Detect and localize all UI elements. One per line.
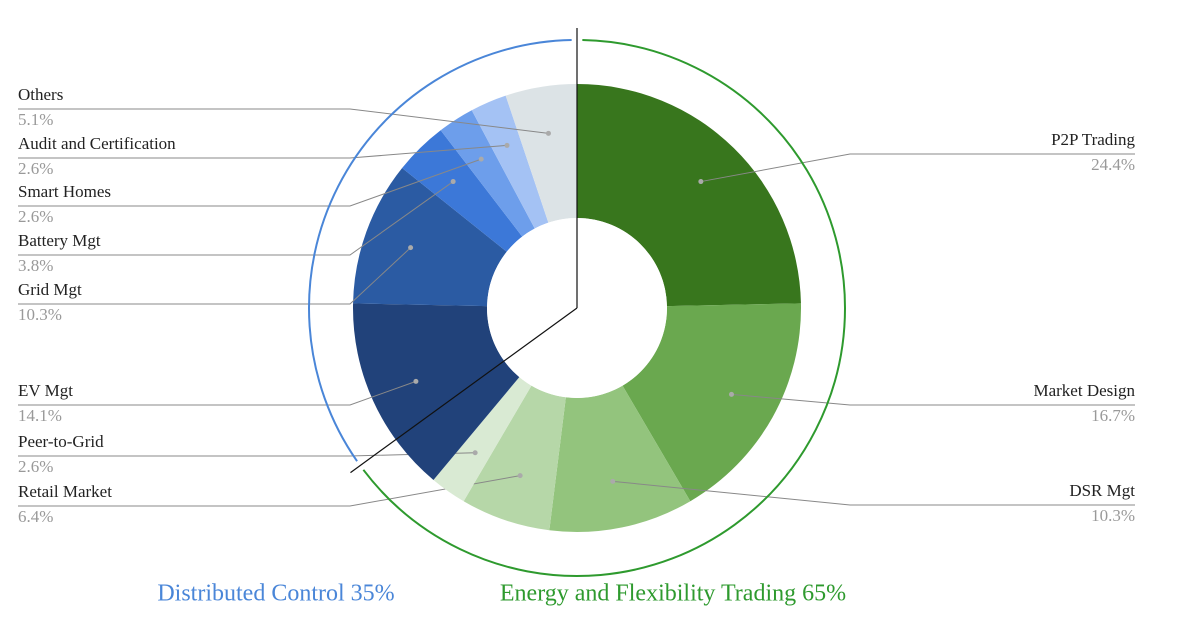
category-label: Market Design — [1033, 381, 1135, 400]
leader-line — [18, 380, 417, 406]
leader-dot — [413, 378, 419, 384]
leader-line — [18, 247, 411, 305]
group-arc — [362, 39, 846, 577]
group-arc — [308, 39, 572, 462]
value-label: 6.4% — [18, 507, 53, 526]
value-label: 16.7% — [1091, 406, 1135, 425]
category-label: P2P Trading — [1051, 130, 1135, 149]
leader-line — [731, 393, 1135, 406]
value-label: 10.3% — [18, 305, 62, 324]
leader-line — [612, 480, 1135, 506]
leader-line — [18, 158, 482, 207]
slice — [353, 168, 507, 307]
category-label: Smart Homes — [18, 182, 111, 201]
category-label: Peer-to-Grid — [18, 432, 104, 451]
value-label: 5.1% — [18, 110, 53, 129]
leader-line — [700, 153, 1135, 183]
leader-dot — [504, 142, 510, 148]
slice — [505, 84, 577, 223]
slice — [440, 110, 535, 237]
slice — [433, 377, 532, 502]
slice — [471, 95, 549, 229]
category-label: Audit and Certification — [18, 134, 176, 153]
value-label: 2.6% — [18, 159, 53, 178]
value-label: 14.1% — [18, 406, 62, 425]
leader-dot — [450, 179, 456, 185]
leader-line — [18, 144, 508, 159]
group-label: Energy and Flexibility Trading 65% — [500, 581, 846, 607]
value-label: 3.8% — [18, 256, 53, 275]
leader-dot — [728, 391, 734, 397]
leader-line — [18, 181, 454, 256]
group-label: Distributed Control 35% — [157, 581, 394, 607]
slice — [402, 130, 523, 252]
leader-dot — [478, 156, 484, 162]
category-label: EV Mgt — [18, 381, 73, 400]
group-divider — [350, 307, 578, 474]
category-label: Battery Mgt — [18, 231, 101, 250]
slice — [549, 385, 691, 532]
leader-dot — [408, 245, 414, 251]
category-label: Retail Market — [18, 482, 112, 501]
leader-dot — [472, 450, 478, 456]
category-label: DSR Mgt — [1069, 481, 1135, 500]
leader-line — [18, 108, 549, 134]
slice — [463, 385, 566, 531]
slice — [622, 303, 802, 502]
category-label: Grid Mgt — [18, 280, 82, 299]
leader-dot — [545, 130, 551, 136]
value-label: 2.6% — [18, 207, 53, 226]
leader-dot — [517, 473, 523, 479]
value-label: 10.3% — [1091, 506, 1135, 525]
category-label: Others — [18, 85, 63, 104]
value-label: 2.6% — [18, 457, 53, 476]
leader-dot — [610, 478, 616, 484]
slice — [577, 84, 801, 307]
slice — [353, 303, 520, 480]
value-label: 24.4% — [1091, 155, 1135, 174]
leader-dot — [698, 179, 704, 185]
